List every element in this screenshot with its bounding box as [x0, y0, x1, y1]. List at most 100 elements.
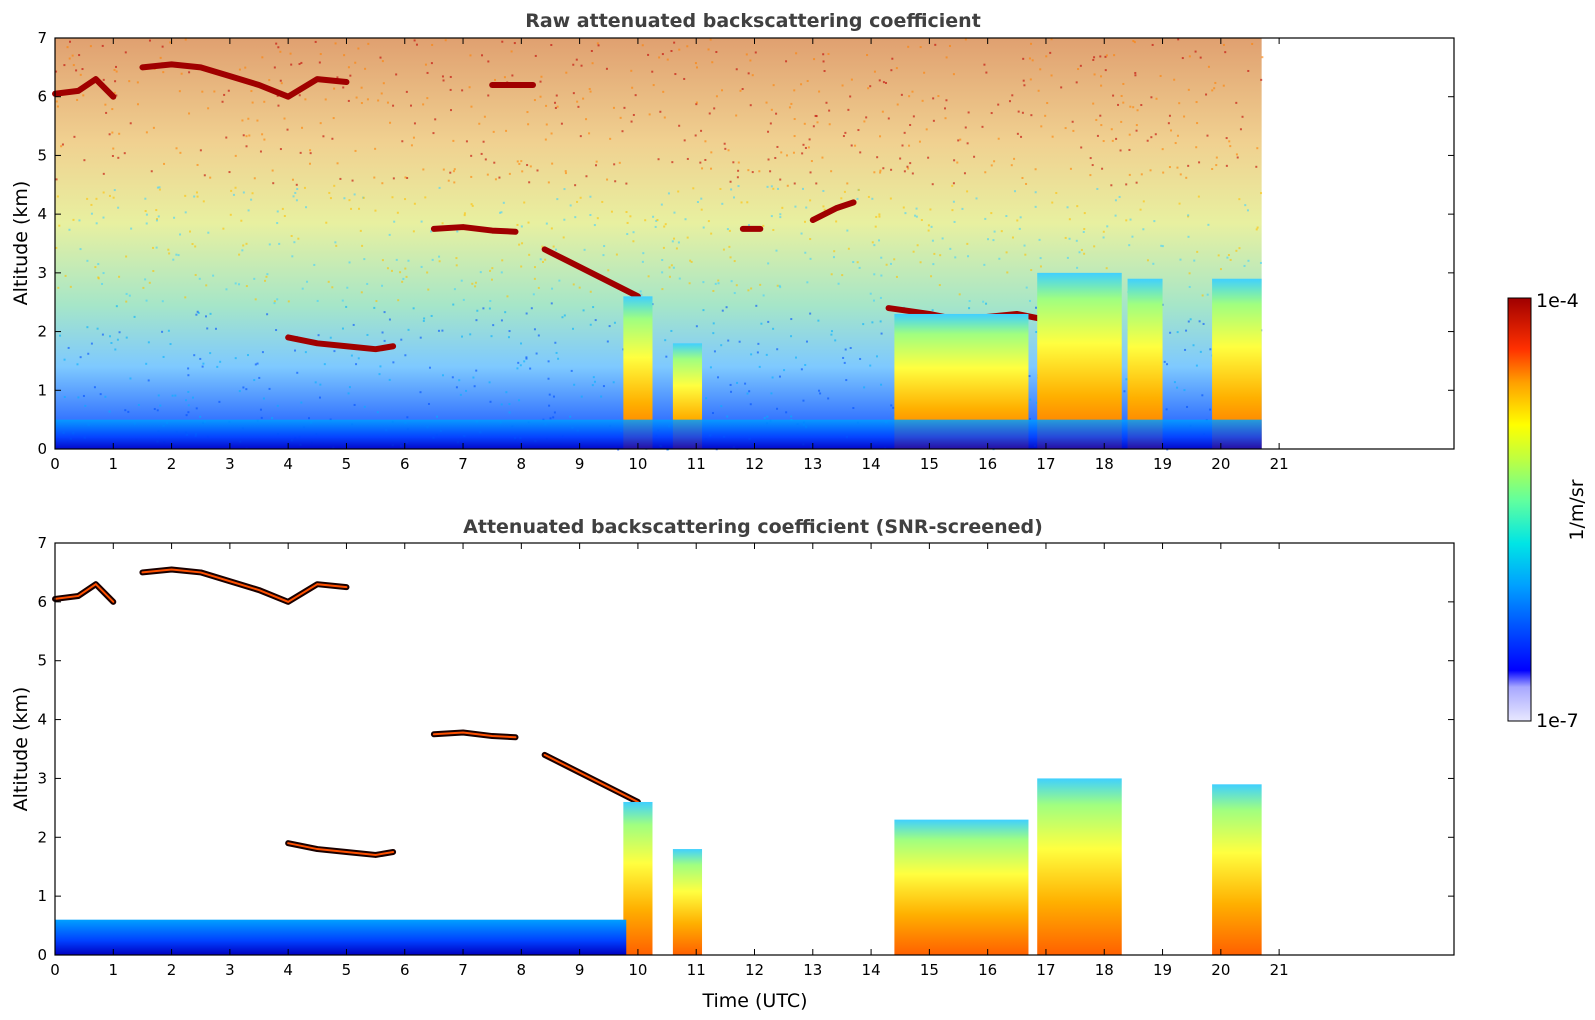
noise-speck: [941, 237, 944, 240]
noise-speck: [957, 139, 960, 142]
noise-speck: [364, 67, 367, 70]
noise-speck: [469, 333, 472, 336]
noise-speck: [201, 365, 204, 368]
noise-speck: [569, 204, 572, 207]
noise-speck: [357, 47, 360, 50]
noise-speck: [953, 220, 956, 223]
noise-speck: [1193, 259, 1196, 262]
noise-speck: [291, 255, 294, 258]
noise-speck: [919, 261, 922, 264]
x-tick-label: 4: [283, 455, 293, 473]
noise-speck: [630, 120, 633, 123]
noise-speck: [472, 376, 475, 379]
y-tick-label: 1: [37, 887, 47, 905]
noise-speck: [704, 158, 707, 161]
noise-speck: [762, 294, 765, 297]
noise-speck: [392, 104, 395, 107]
noise-speck: [158, 186, 161, 189]
noise-speck: [1019, 216, 1022, 219]
noise-speck: [191, 243, 194, 246]
noise-speck: [401, 140, 404, 143]
noise-speck: [1028, 299, 1031, 302]
noise-speck: [790, 335, 793, 338]
noise-speck: [818, 389, 821, 392]
noise-speck: [404, 267, 407, 270]
noise-speck: [1194, 50, 1197, 53]
noise-speck: [754, 51, 757, 54]
noise-speck: [1083, 227, 1086, 230]
noise-speck: [830, 333, 833, 336]
noise-speck: [1038, 238, 1041, 241]
noise-speck: [721, 309, 724, 312]
noise-speck: [526, 111, 529, 114]
noise-speck: [175, 253, 178, 256]
noise-speck: [383, 339, 386, 342]
noise-speck: [263, 138, 266, 141]
noise-speck: [544, 258, 547, 261]
noise-speck: [276, 222, 279, 225]
noise-speck: [110, 341, 113, 344]
noise-speck: [601, 200, 604, 203]
noise-speck: [55, 246, 58, 249]
noise-speck: [1166, 363, 1169, 366]
noise-speck: [777, 187, 780, 190]
x-tick-label: 16: [978, 961, 997, 979]
noise-speck: [582, 97, 585, 100]
noise-speck: [381, 259, 384, 262]
y-tick-label: 2: [37, 828, 47, 846]
noise-speck: [921, 99, 924, 102]
noise-speck: [410, 144, 413, 147]
noise-speck: [749, 403, 752, 406]
noise-speck: [612, 381, 615, 384]
noise-speck: [775, 112, 778, 115]
noise-speck: [461, 89, 464, 92]
noise-speck: [772, 228, 775, 231]
noise-speck: [530, 307, 533, 310]
noise-speck: [400, 338, 403, 341]
noise-speck: [1100, 75, 1103, 78]
noise-speck: [189, 230, 192, 233]
noise-speck: [815, 182, 818, 185]
noise-speck: [760, 322, 763, 325]
noise-speck: [719, 187, 722, 190]
noise-speck: [527, 123, 530, 126]
noise-speck: [1195, 146, 1198, 149]
noise-speck: [125, 255, 128, 258]
noise-speck: [93, 386, 96, 389]
noise-speck: [610, 210, 613, 213]
noise-speck: [964, 126, 967, 129]
noise-speck: [930, 275, 933, 278]
noise-speck: [238, 68, 241, 71]
noise-speck: [675, 247, 678, 250]
noise-speck: [548, 404, 551, 407]
noise-speck: [276, 298, 279, 301]
noise-speck: [854, 144, 857, 147]
noise-speck: [161, 45, 164, 48]
noise-speck: [751, 171, 754, 174]
x-tick-label: 11: [687, 455, 706, 473]
x-tick-label: 17: [1036, 961, 1055, 979]
noise-speck: [849, 346, 852, 349]
noise-speck: [537, 334, 540, 337]
noise-speck: [381, 284, 384, 287]
noise-speck: [954, 256, 957, 259]
noise-speck: [781, 206, 784, 209]
noise-speck: [90, 203, 93, 206]
noise-speck: [279, 79, 282, 82]
noise-speck: [261, 56, 264, 59]
noise-speck: [82, 394, 85, 397]
noise-speck: [802, 399, 805, 402]
noise-speck: [1198, 320, 1201, 323]
noise-speck: [582, 309, 585, 312]
noise-speck: [600, 395, 603, 398]
noise-speck: [177, 254, 180, 257]
noise-speck: [906, 165, 909, 168]
x-tick-label: 5: [342, 961, 352, 979]
noise-speck: [152, 126, 155, 129]
noise-speck: [196, 163, 199, 166]
noise-speck: [392, 361, 395, 364]
noise-speck: [494, 78, 497, 81]
noise-speck: [147, 379, 150, 382]
noise-speck: [1146, 139, 1149, 142]
noise-speck: [730, 280, 733, 283]
